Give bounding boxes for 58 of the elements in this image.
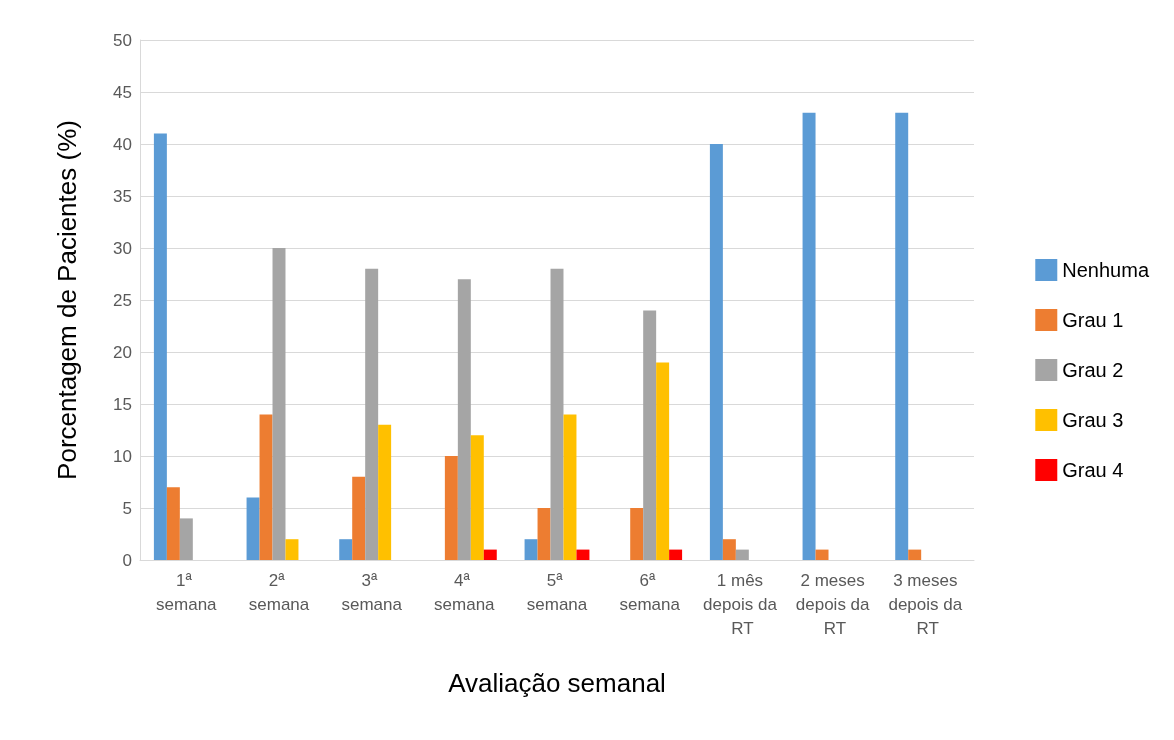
bar [272, 248, 286, 560]
bar [576, 549, 590, 560]
x-tick-label: 1 mês depois da RT [703, 570, 782, 638]
x-tick-label: 2 meses depois da RT [795, 570, 875, 638]
y-tick-label: 45 [113, 82, 132, 102]
bar [643, 310, 657, 560]
bar [524, 539, 538, 560]
y-tick-label: 10 [113, 446, 132, 466]
bar [444, 456, 458, 560]
bar [483, 549, 497, 560]
x-axis-title: Avaliação semanal [448, 668, 666, 698]
bar [339, 539, 353, 560]
x-tick-label: 3ª semana [341, 570, 403, 614]
x-tick-label: 5ª semana [526, 570, 588, 614]
bar [563, 414, 577, 560]
y-tick-label: 35 [113, 186, 132, 206]
bar [457, 279, 471, 560]
legend-label: Grau 3 [1062, 409, 1124, 431]
x-tick-label: 6ª semana [619, 570, 681, 614]
bar [709, 144, 723, 560]
bar [669, 549, 683, 560]
y-axis-title: Porcentagem de Pacientes (%) [52, 120, 82, 480]
bar [246, 497, 260, 560]
bar [656, 362, 670, 560]
legend-label: Nenhuma [1062, 259, 1150, 281]
bar [537, 508, 551, 560]
bar [550, 268, 564, 560]
bar [470, 435, 484, 560]
bar [365, 268, 379, 560]
bar [908, 549, 922, 560]
legend-label: Grau 2 [1062, 359, 1124, 381]
y-tick-label: 5 [122, 498, 132, 518]
bar [179, 518, 193, 560]
y-tick-label: 25 [113, 290, 132, 310]
bar [802, 112, 816, 560]
y-tick-label: 0 [122, 550, 132, 570]
y-tick-label: 20 [113, 342, 132, 362]
bar [722, 539, 736, 560]
bar [630, 508, 644, 560]
bar [166, 487, 180, 560]
bar [815, 549, 829, 560]
bar [895, 112, 909, 560]
y-tick-label: 50 [113, 30, 132, 50]
bar [378, 424, 392, 560]
y-tick-label: 15 [113, 394, 132, 414]
y-tick-label: 40 [113, 134, 132, 154]
bar [153, 133, 167, 560]
bar [352, 476, 366, 560]
x-tick-label: 4ª semana [434, 570, 496, 614]
bar [285, 539, 299, 560]
x-tick-label: 3 meses depois da RT [888, 570, 967, 638]
bar [735, 549, 749, 560]
bar [259, 414, 273, 560]
legend-label: Grau 1 [1062, 309, 1124, 331]
y-tick-label: 30 [113, 238, 132, 258]
x-tick-label: 2ª semana [248, 570, 310, 614]
x-tick-label: 1ª semana [156, 570, 218, 614]
legend-label: Grau 4 [1062, 459, 1124, 481]
